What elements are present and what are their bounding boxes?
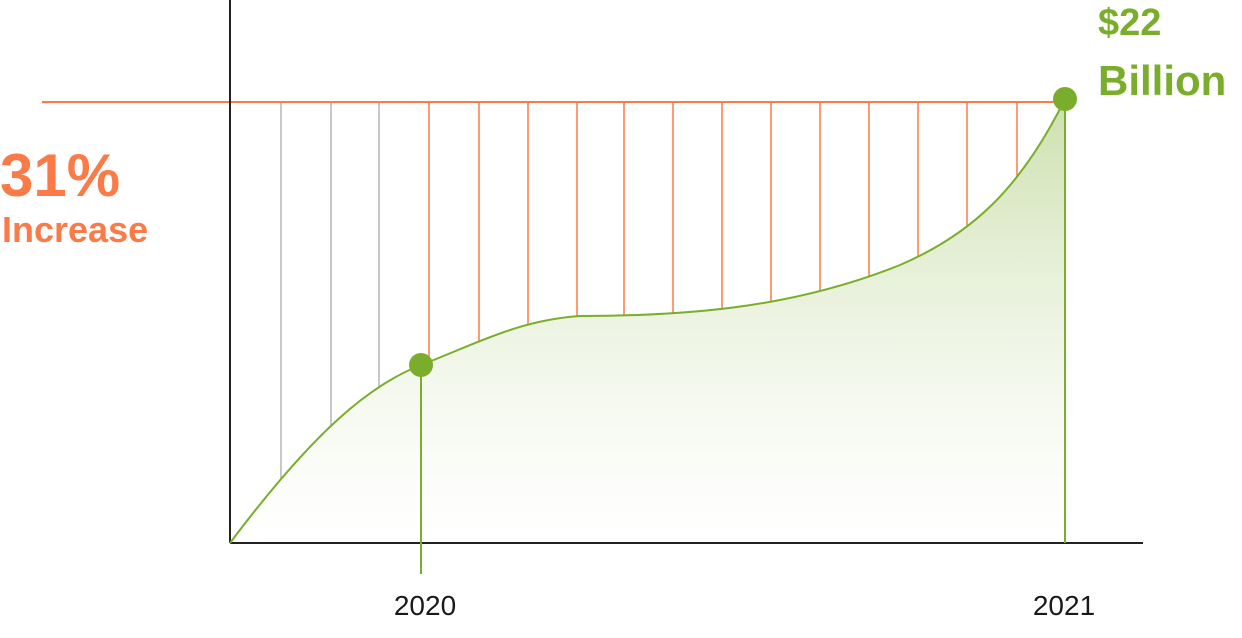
series-line <box>229 98 1066 544</box>
vertical-drop-lines <box>280 102 1018 480</box>
x-tick-label-2020: 2020 <box>393 590 457 621</box>
increase-label: Increase <box>2 209 149 250</box>
end-unit: Billion <box>1098 57 1227 104</box>
x-tick-label-2021: 2021 <box>1032 590 1096 621</box>
increase-value: 31% <box>0 142 121 209</box>
marker-2021 <box>1053 87 1077 111</box>
marker-2020 <box>409 353 433 377</box>
end-value: $22 <box>1098 2 1162 44</box>
area-fill <box>230 99 1065 543</box>
